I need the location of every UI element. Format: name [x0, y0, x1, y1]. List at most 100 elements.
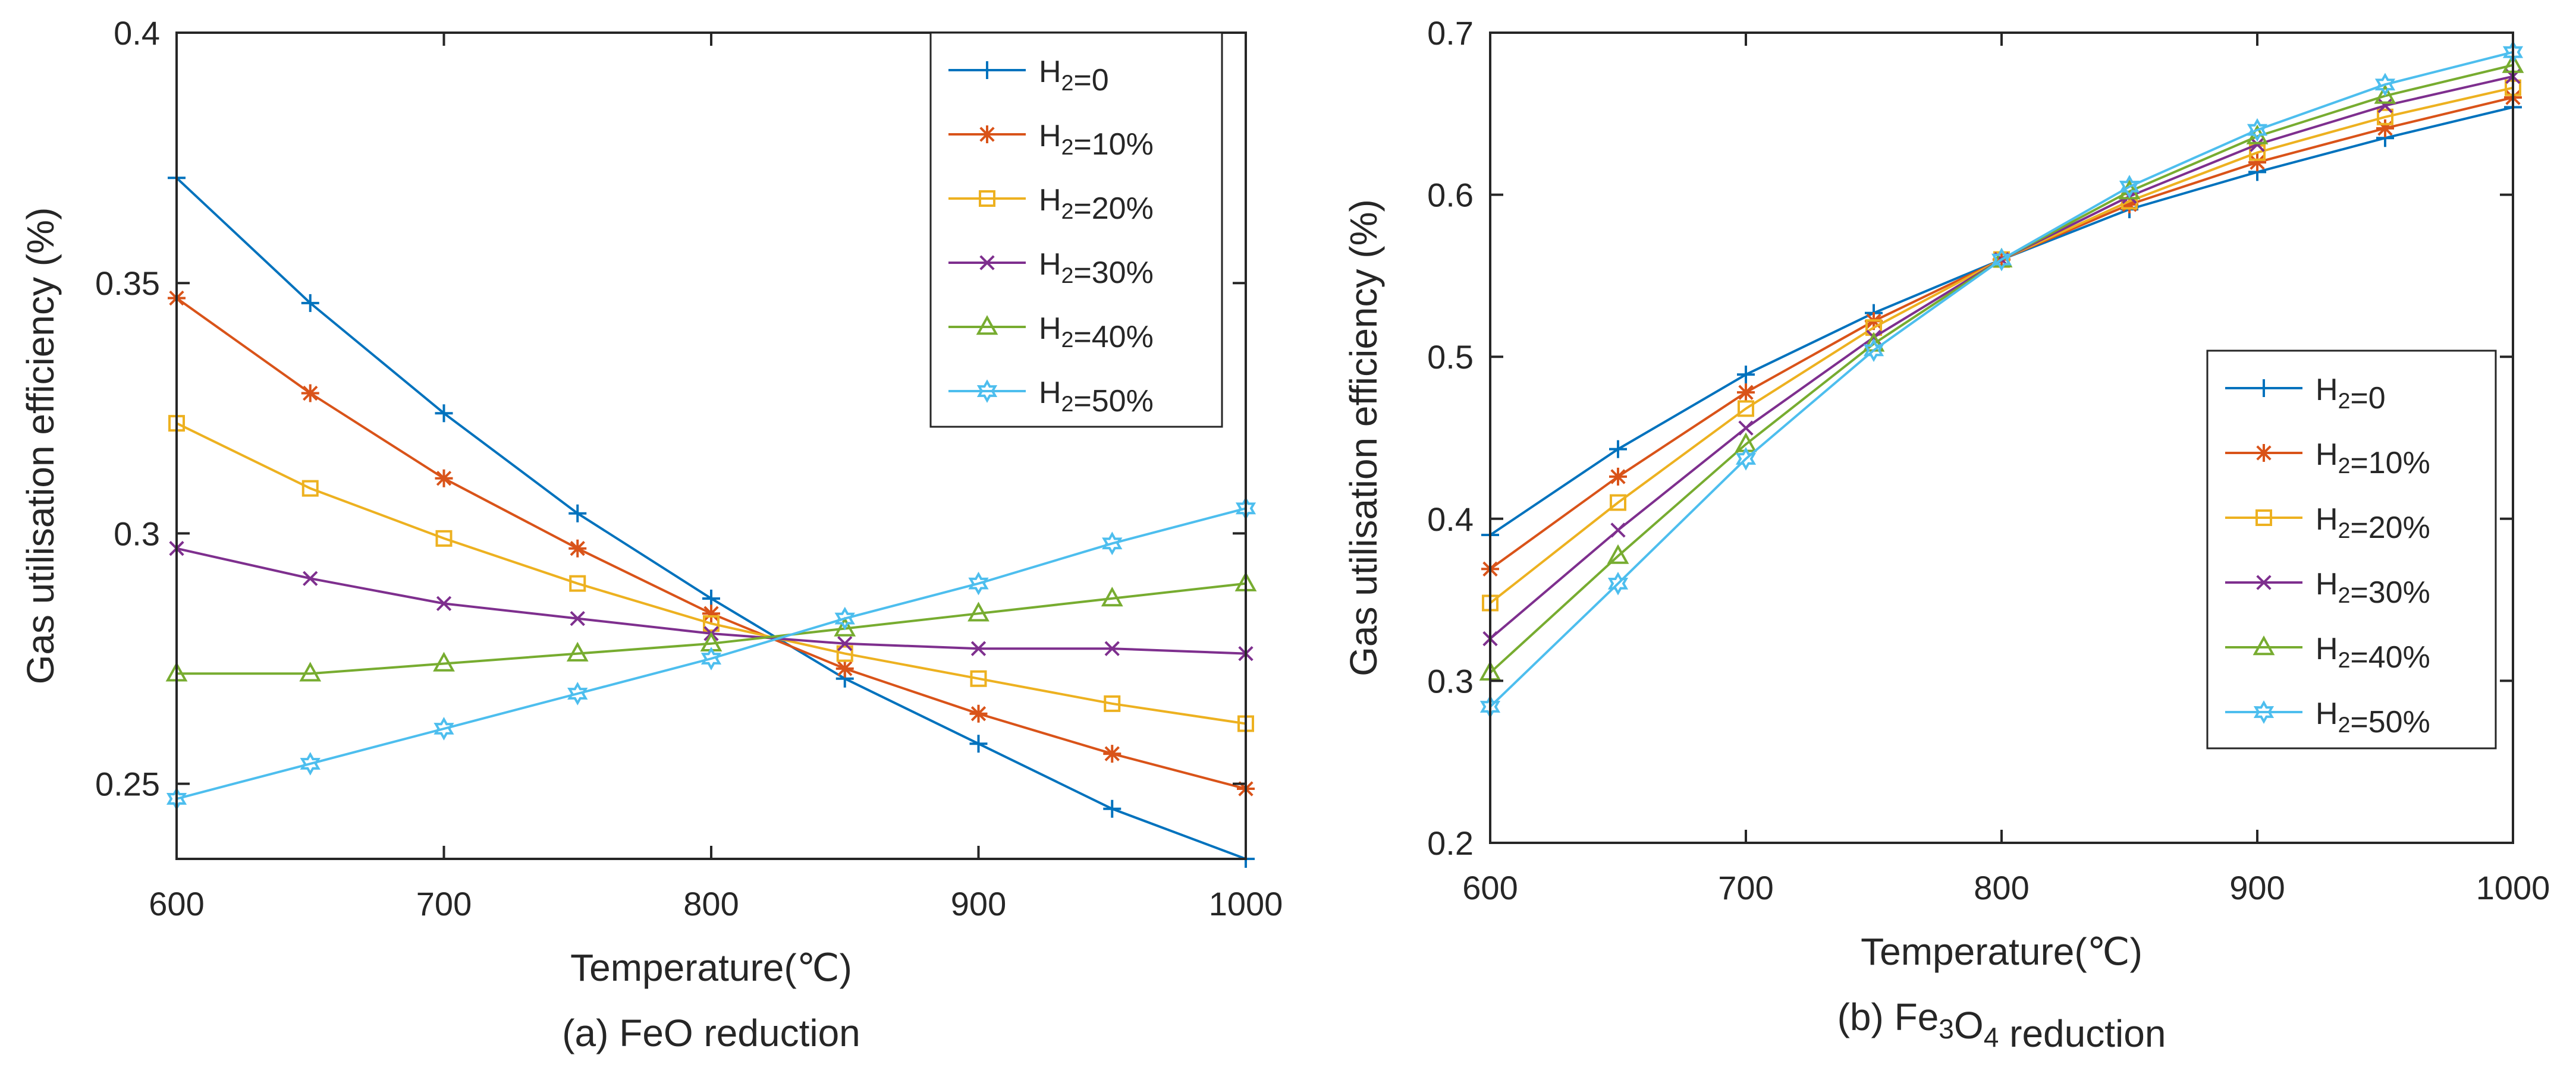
y-tick-label: 0.7 — [1427, 14, 1474, 52]
series-h2-50- — [166, 496, 1256, 811]
legend-label: H2=50% — [2316, 697, 2430, 739]
data-point — [2377, 108, 2393, 125]
data-point — [1738, 400, 1754, 417]
x-tick-label: 600 — [149, 885, 204, 922]
data-point — [1104, 695, 1121, 712]
legend-marker — [2255, 444, 2273, 462]
data-point — [1102, 531, 1123, 556]
legend-label: H2=30% — [2316, 567, 2430, 610]
y-axis-label: Gas utilisation efficiency (%) — [19, 207, 62, 685]
data-point — [969, 704, 988, 723]
panel-caption: (b) Fe3O4 reduction — [1837, 996, 2166, 1055]
data-point — [433, 717, 454, 741]
data-point — [969, 735, 988, 753]
legend-label: H2=30% — [1039, 247, 1154, 290]
data-point — [299, 662, 322, 682]
data-point — [570, 610, 585, 626]
data-point — [834, 616, 856, 637]
legend-marker — [2256, 575, 2272, 590]
data-point — [1735, 447, 1757, 471]
data-point — [2377, 98, 2393, 114]
data-point — [1865, 319, 1882, 336]
data-point — [569, 575, 586, 592]
legend-label: H2=10% — [2316, 437, 2430, 480]
data-point — [1737, 366, 1755, 384]
data-point — [1610, 522, 1626, 538]
data-point — [968, 571, 989, 596]
data-point — [1607, 544, 1629, 564]
data-point — [1738, 420, 1754, 436]
legend-label: H2=20% — [2316, 502, 2430, 545]
data-point — [1610, 494, 1626, 511]
series-h2-20- — [168, 415, 1254, 732]
series-h2-10- — [168, 289, 1255, 798]
data-point — [1607, 572, 1629, 596]
data-point — [168, 415, 185, 432]
series-line — [1489, 51, 2514, 708]
legend-label: H2=40% — [1039, 311, 1154, 354]
y-tick-label: 0.25 — [95, 766, 160, 803]
series-h2-40- — [165, 571, 1257, 682]
data-point — [301, 384, 319, 402]
data-point — [703, 615, 720, 632]
legend-marker — [978, 125, 996, 143]
y-tick-label: 0.2 — [1427, 824, 1474, 862]
x-tick-label: 600 — [1462, 869, 1518, 906]
panel-a: 600 700 800 900 1000 0.25 0.3 0.35 0.4 Temperatur… — [19, 14, 1283, 1054]
x-tick-label: 700 — [416, 885, 472, 922]
x-tick-label: 1000 — [2476, 869, 2550, 906]
data-point — [700, 647, 722, 670]
data-point — [301, 480, 319, 497]
legend-box — [929, 32, 1223, 428]
data-point — [702, 589, 720, 607]
y-tick-label: 0.35 — [95, 265, 160, 302]
data-point — [435, 404, 453, 423]
data-point — [837, 636, 853, 651]
data-point — [2374, 73, 2396, 97]
panel-b: 600 700 800 900 1000 0.2 0.3 0.4 0.5 0.6 0.7 Temper… — [1342, 14, 2550, 1055]
data-point — [568, 539, 587, 558]
data-point — [834, 606, 855, 631]
data-point — [2505, 79, 2521, 96]
legend-label: H2=0 — [2316, 373, 2386, 415]
y-tick-label: 0.3 — [114, 515, 160, 552]
y-tick-label: 0.4 — [1427, 500, 1474, 538]
legend: H2=0 H2=10% H2=20% H2=30% H2=40% H2=50% — [929, 32, 1223, 428]
x-tick-label: 900 — [2229, 869, 2285, 906]
legend-marker — [979, 255, 995, 270]
y-tick-label: 0.4 — [114, 14, 160, 52]
series-line — [176, 422, 1246, 725]
data-point — [2376, 119, 2394, 137]
x-tick-label: 800 — [683, 885, 739, 922]
x-tick-label: 1000 — [1209, 885, 1283, 922]
y-axis-label: Gas utilisation efficiency (%) — [1342, 199, 1385, 676]
y-tick-label: 0.5 — [1427, 338, 1474, 376]
panel-caption: (a) FeO reduction — [562, 1012, 860, 1054]
legend-marker — [979, 190, 995, 207]
data-point — [2248, 153, 2266, 172]
data-point — [300, 752, 321, 776]
data-point — [2374, 84, 2396, 104]
data-point — [568, 504, 587, 522]
data-point — [835, 659, 854, 678]
data-point — [435, 469, 453, 487]
data-point — [433, 651, 455, 672]
data-point — [1482, 594, 1499, 612]
data-point — [2247, 118, 2268, 142]
data-point — [1103, 799, 1121, 818]
y-tick-label: 0.3 — [1427, 662, 1474, 700]
x-tick-label: 900 — [951, 885, 1006, 922]
data-point — [702, 604, 720, 623]
x-tick-label: 800 — [1974, 869, 2029, 906]
data-point — [970, 641, 987, 656]
data-point — [303, 571, 318, 586]
data-point — [435, 530, 453, 547]
x-tick-label: 700 — [1718, 869, 1773, 906]
legend-marker — [976, 379, 998, 403]
legend-marker — [2255, 379, 2273, 397]
data-point — [301, 294, 319, 312]
y-tick-label: 0.6 — [1427, 177, 1474, 214]
data-point — [1237, 715, 1254, 732]
legend-marker — [2255, 509, 2272, 526]
